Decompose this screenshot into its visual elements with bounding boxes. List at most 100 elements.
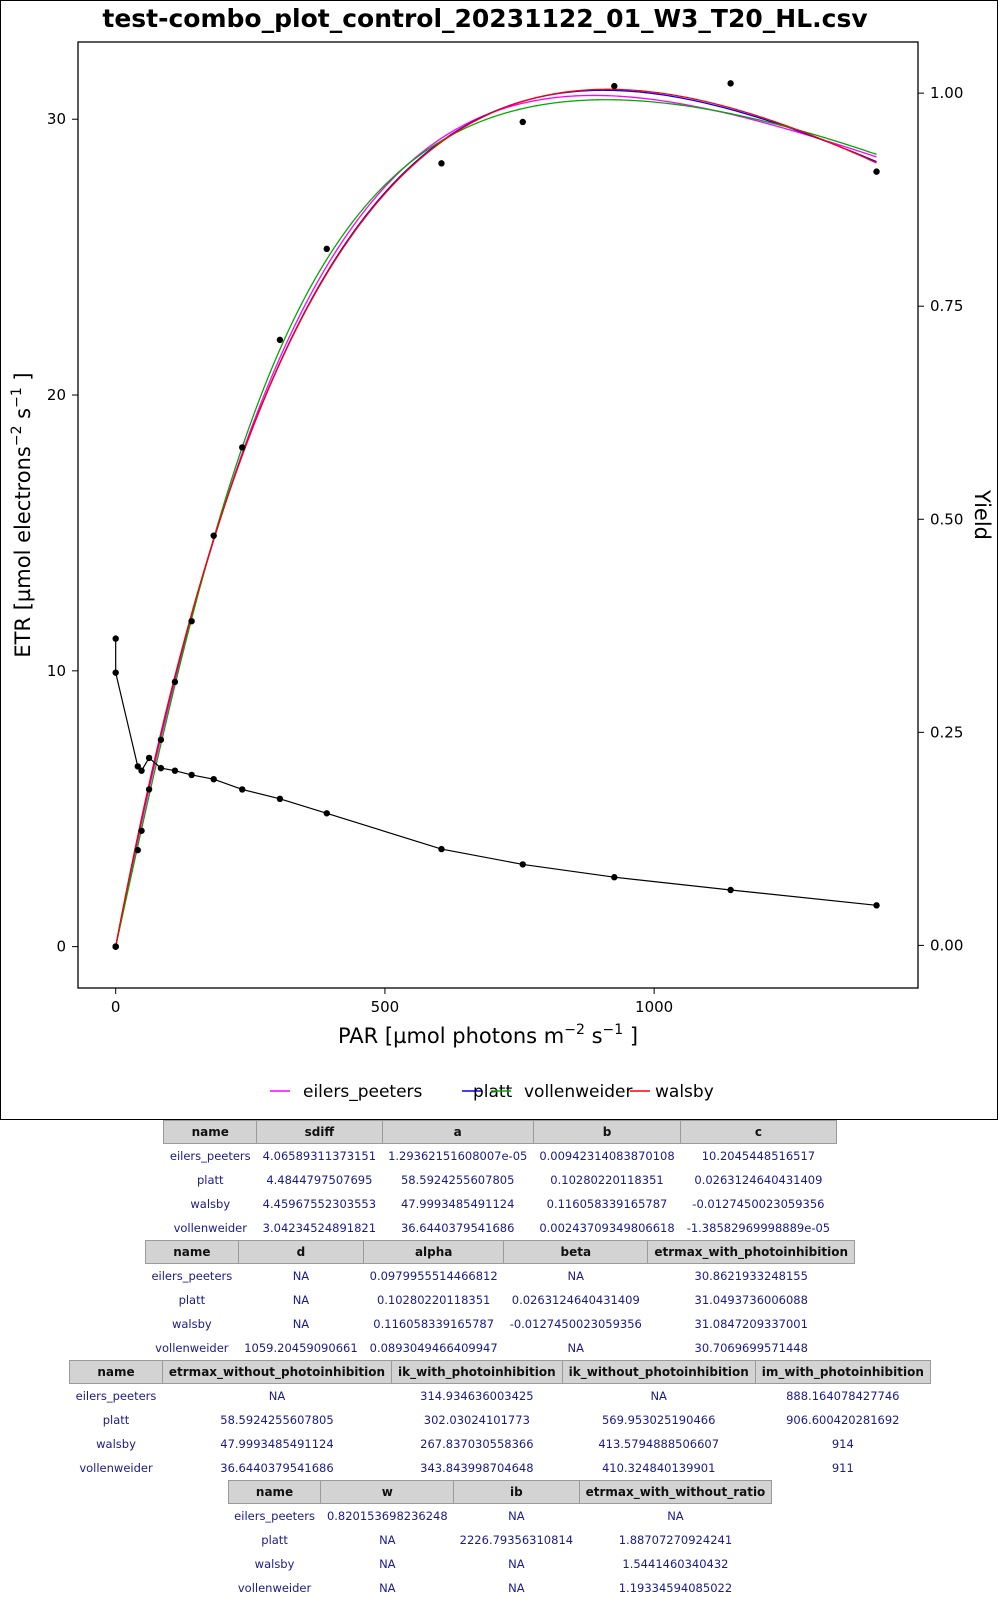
table-cell: walsby xyxy=(171,1317,212,1331)
x-tick-label: 1000 xyxy=(635,998,673,1016)
table-row: vollenweider 3.04234524891821 36.644037954… xyxy=(164,1216,836,1240)
y-tick-label: 20 xyxy=(47,386,66,404)
table-row: walsby NA NA 1.5441460340432 xyxy=(228,1552,772,1576)
etr-point xyxy=(210,532,217,539)
table-cell: 1.5441460340432 xyxy=(622,1557,729,1571)
table-cell: 343.843998704648 xyxy=(420,1461,534,1475)
etr-point xyxy=(134,846,141,854)
table-cell: NA xyxy=(567,1269,585,1283)
table-cell: NA xyxy=(667,1509,684,1523)
table-row: eilers_peeters 4.06589311373151 1.29362151… xyxy=(164,1144,836,1169)
table-cell: platt xyxy=(196,1173,224,1187)
table-row: platt 58.5924255607805 302.03024101773 569.… xyxy=(70,1408,931,1432)
table-cell: 10.2045448516517 xyxy=(701,1149,816,1163)
yield-point xyxy=(276,795,284,802)
table-cell: platt xyxy=(178,1293,206,1307)
table-cell: NA xyxy=(508,1557,525,1571)
etr-point xyxy=(145,786,153,793)
y2-tick-label: 0.50 xyxy=(930,510,963,528)
parameter-table-2: name d alpha beta etrmax_with_photoinhibitio… xyxy=(144,1240,856,1360)
table-cell: NA xyxy=(268,1389,286,1403)
table-cell: platt xyxy=(261,1533,288,1547)
table-cell: 30.7069699571448 xyxy=(694,1341,808,1355)
table-cell: 1059.20459090661 xyxy=(244,1341,358,1355)
table-header-cell: ik_without_photoinhibition xyxy=(561,1360,756,1384)
table-cell: 31.0847209337001 xyxy=(694,1317,808,1331)
table-header-cell: name xyxy=(69,1360,163,1384)
yield-point xyxy=(134,763,141,770)
y-tick-label: 10 xyxy=(47,662,66,680)
y2-tick-label: 0.75 xyxy=(930,297,963,315)
table-row: eilers_peeters NA 314.934636003425 NA 888.16… xyxy=(70,1384,931,1409)
table-cell: -0.0127450023059356 xyxy=(509,1317,642,1331)
table-cell: 413.5794888506607 xyxy=(598,1437,720,1451)
table-header-cell: ib xyxy=(453,1480,580,1504)
table-row: walsby NA 0.116058339165787 -0.012745002305… xyxy=(145,1312,854,1336)
table-cell: 410.324840139901 xyxy=(601,1461,716,1475)
etr-point xyxy=(171,678,179,686)
table-cell: NA xyxy=(508,1509,525,1523)
table-cell: 1.29362151608007e-05 xyxy=(388,1149,528,1163)
table-cell: 36.6440379541686 xyxy=(220,1461,334,1475)
y-axis-title: ETR [µmol electrons−2 s−1 ] xyxy=(9,372,35,657)
table-row: platt NA 2226.79356310814 1.88707270924241 xyxy=(228,1528,772,1552)
x-tick-label: 500 xyxy=(371,998,400,1016)
y2-tick-label: 0.00 xyxy=(930,936,963,954)
table-cell: NA xyxy=(292,1317,310,1331)
yield-point xyxy=(727,886,734,894)
table-cell: NA xyxy=(379,1557,396,1571)
yield-line xyxy=(115,638,877,906)
table-cell: eilers_peeters xyxy=(151,1269,233,1283)
etr-point xyxy=(138,827,145,834)
x-tick-label: 0 xyxy=(111,998,121,1016)
table-cell: NA xyxy=(292,1269,310,1283)
y2-tick-label: 0.25 xyxy=(930,723,963,741)
etr-point xyxy=(188,617,195,625)
yield-point xyxy=(438,845,445,853)
table-cell: 0.10280220118351 xyxy=(550,1173,664,1187)
table-row: walsby 47.9993485491124 267.837030558366 41… xyxy=(70,1432,931,1456)
table-header-cell: etrmax_without_photoinhibition xyxy=(161,1360,393,1384)
table-row: platt NA 0.10280220118351 0.026312464043140… xyxy=(145,1288,854,1312)
y2-axis-title: Yield xyxy=(970,489,994,540)
yield-point xyxy=(323,810,330,817)
table-cell: vollenweider xyxy=(79,1461,153,1475)
etr-point xyxy=(276,336,284,344)
table-cell: NA xyxy=(292,1293,310,1307)
parameter-tables: name sdiff a b c eilers_peeters 4.065893113731… xyxy=(0,1120,1000,1600)
chart-canvas: test-combo_plot_control_20231122_01_W3_T… xyxy=(9,4,994,1102)
table-row: platt 4.4844797507695 58.5924255607805 0.10… xyxy=(164,1168,836,1192)
etr-point xyxy=(112,943,119,950)
yield-point xyxy=(112,669,119,676)
table-header-cell: im_with_photoinhibition xyxy=(754,1360,931,1384)
table-header-cell: name xyxy=(227,1480,322,1504)
table-cell: 0.116058339165787 xyxy=(373,1317,495,1331)
table-header-cell: b xyxy=(532,1120,682,1144)
table-header-cell: etrmax_with_photoinhibition xyxy=(647,1240,856,1264)
table-cell: walsby xyxy=(96,1437,136,1451)
table-cell: platt xyxy=(102,1413,130,1427)
parameter-table-1: name sdiff a b c eilers_peeters 4.065893113731… xyxy=(163,1120,837,1240)
table-cell: 4.4844797507695 xyxy=(266,1173,373,1187)
table-header-cell: ik_with_photoinhibition xyxy=(391,1360,563,1384)
table-cell: 0.0263124640431409 xyxy=(694,1173,823,1187)
table-header-cell: etrmax_with_without_ratio xyxy=(578,1480,773,1504)
table-cell: NA xyxy=(650,1389,667,1403)
table-header-cell: a xyxy=(381,1120,534,1144)
yield-point xyxy=(519,861,526,868)
legend: eilers_peeters platt vollenweider walsby xyxy=(270,1082,714,1102)
table-cell: 47.9993485491124 xyxy=(400,1197,515,1211)
legend-label-eilers_peeters: eilers_peeters xyxy=(303,1082,423,1102)
table-header-cell: c xyxy=(680,1120,837,1144)
yield-point xyxy=(611,874,618,881)
table-cell: 0.0263124640431409 xyxy=(511,1293,640,1307)
legend-label-walsby: walsby xyxy=(655,1082,714,1102)
table-header-cell: name xyxy=(163,1120,258,1144)
table-cell: NA xyxy=(567,1341,585,1355)
table-cell: NA xyxy=(379,1533,396,1547)
table-cell: 0.0979955514466812 xyxy=(369,1269,498,1283)
table-cell: 58.5924255607805 xyxy=(220,1413,334,1427)
table-header-cell: w xyxy=(320,1480,455,1504)
table-cell: NA xyxy=(379,1581,396,1595)
table-cell: NA xyxy=(508,1581,525,1595)
